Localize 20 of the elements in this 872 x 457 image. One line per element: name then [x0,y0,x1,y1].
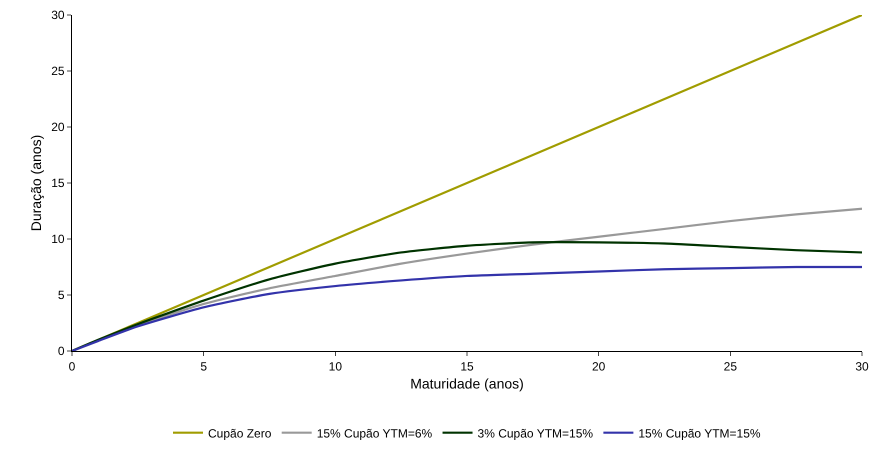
legend-label: 15% Cupão YTM=6% [316,426,433,440]
x-tick-label: 0 [68,359,76,374]
y-tick-label: 0 [58,344,65,358]
x-tick-label: 15 [460,359,474,374]
legend-label: 15% Cupão YTM=15% [638,426,761,440]
x-axis-title: Maturidade (anos) [410,376,524,392]
y-tick-label: 30 [51,8,65,22]
x-tick-label: 25 [724,359,738,374]
y-axis-title: Duração (anos) [28,134,44,232]
y-tick-label: 15 [51,176,65,190]
legend-label: 3% Cupão YTM=15% [478,426,594,440]
x-tick-label: 10 [328,359,342,374]
y-tick-label: 10 [51,232,65,246]
x-tick-label: 30 [855,359,869,374]
legend-label: Cupão Zero [208,426,272,440]
y-tick-label: 20 [51,120,65,134]
x-tick-label: 20 [592,359,606,374]
y-tick-label: 5 [58,288,65,302]
x-tick-label: 5 [200,359,208,374]
y-tick-label: 25 [51,64,65,78]
